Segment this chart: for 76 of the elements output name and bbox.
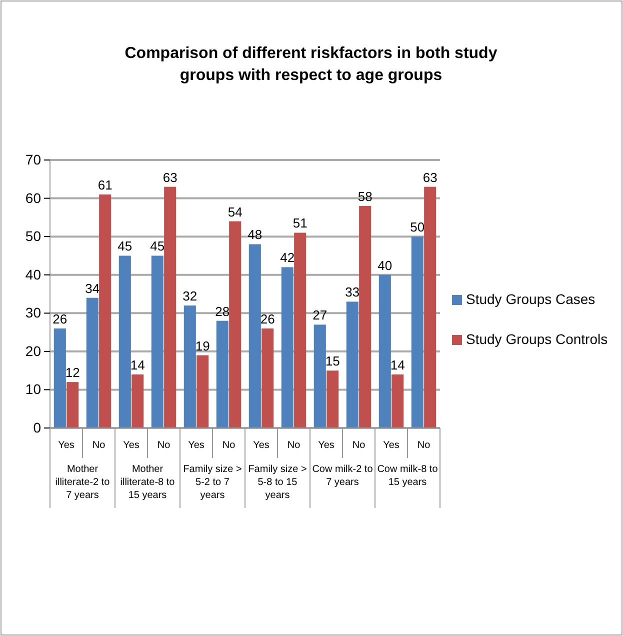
data-label: 45 — [118, 238, 132, 254]
y-tick-label: 70 — [25, 151, 42, 168]
bar — [359, 206, 372, 428]
x-tick-label: Yes — [253, 440, 270, 451]
x-tick-label: Yes — [318, 440, 334, 451]
bar — [392, 374, 404, 428]
bar — [346, 302, 358, 428]
legend-label: Study Groups Cases — [466, 291, 596, 307]
data-label: 63 — [162, 170, 178, 185]
bar — [248, 244, 261, 428]
x-tick-label: No — [287, 440, 301, 451]
x-tick-label: Yes — [188, 440, 204, 451]
bar — [196, 355, 209, 428]
bar — [378, 274, 391, 428]
data-label: 40 — [378, 258, 392, 273]
y-tick-label: 60 — [25, 190, 42, 206]
x-tick-label: Yes — [123, 440, 140, 451]
data-label: 15 — [325, 354, 340, 369]
bar — [164, 186, 176, 428]
y-tick-label: 0 — [33, 419, 42, 436]
x-tick-label: Yes — [383, 440, 400, 451]
y-tick-label: 10 — [25, 381, 42, 398]
bar — [229, 221, 242, 428]
bar — [151, 256, 164, 428]
text: Mother illiterate-2 to 7 years — [55, 464, 110, 501]
data-label: 28 — [215, 304, 230, 319]
y-tick-label: 20 — [25, 342, 42, 359]
data-label: 48 — [248, 227, 262, 242]
data-label: 42 — [280, 250, 295, 266]
bar — [294, 232, 306, 428]
data-label: 14 — [390, 357, 405, 372]
x-tick-label: Yes — [58, 440, 74, 451]
text: Mother illiterate-8 to 15 years — [120, 464, 176, 501]
bar — [424, 186, 436, 428]
bar — [184, 305, 196, 428]
data-label: 19 — [195, 338, 210, 354]
data-label: 51 — [292, 216, 308, 231]
data-label: 14 — [130, 357, 145, 372]
data-label: 58 — [358, 188, 372, 204]
text: Cow milk-2 to 7 years — [312, 464, 374, 488]
legend-label: Study Groups Controls — [466, 331, 608, 347]
data-label: 63 — [422, 170, 438, 185]
x-tick-label: No — [157, 440, 171, 451]
bar — [99, 194, 112, 428]
data-label: 54 — [228, 204, 242, 220]
data-label: 61 — [98, 177, 112, 192]
x-tick-label: No — [92, 440, 106, 451]
text: Cow milk-8 to 15 years — [377, 464, 438, 488]
bar — [118, 256, 131, 428]
bar — [86, 298, 98, 428]
text: Family size > 5-8 to 15 years — [248, 464, 307, 501]
data-label: 12 — [65, 365, 80, 380]
data-label: 26 — [52, 311, 68, 326]
data-label: 45 — [150, 238, 165, 254]
bar — [326, 370, 339, 428]
y-tick-label: 40 — [25, 266, 42, 282]
bar — [66, 382, 79, 428]
bar — [281, 267, 294, 428]
bar — [216, 320, 228, 428]
data-label: 32 — [182, 288, 198, 304]
x-tick-label: No — [352, 440, 366, 451]
data-label: 27 — [312, 308, 328, 323]
y-tick-label: 50 — [25, 228, 42, 244]
data-label: 33 — [345, 284, 360, 300]
bar — [54, 328, 66, 428]
x-tick-label: No — [417, 440, 431, 451]
data-label: 26 — [260, 311, 275, 326]
text: Family size > 5-2 to 7 years — [183, 464, 242, 501]
bar — [314, 324, 326, 428]
data-label: 50 — [410, 220, 425, 235]
y-tick-label: 30 — [25, 304, 42, 321]
bar — [132, 374, 144, 428]
bar — [411, 236, 424, 428]
bar — [262, 328, 274, 428]
x-tick-label: No — [222, 440, 236, 451]
chart-title: Comparison of different riskfactors in both study groups with respect to age groups — [124, 45, 498, 84]
